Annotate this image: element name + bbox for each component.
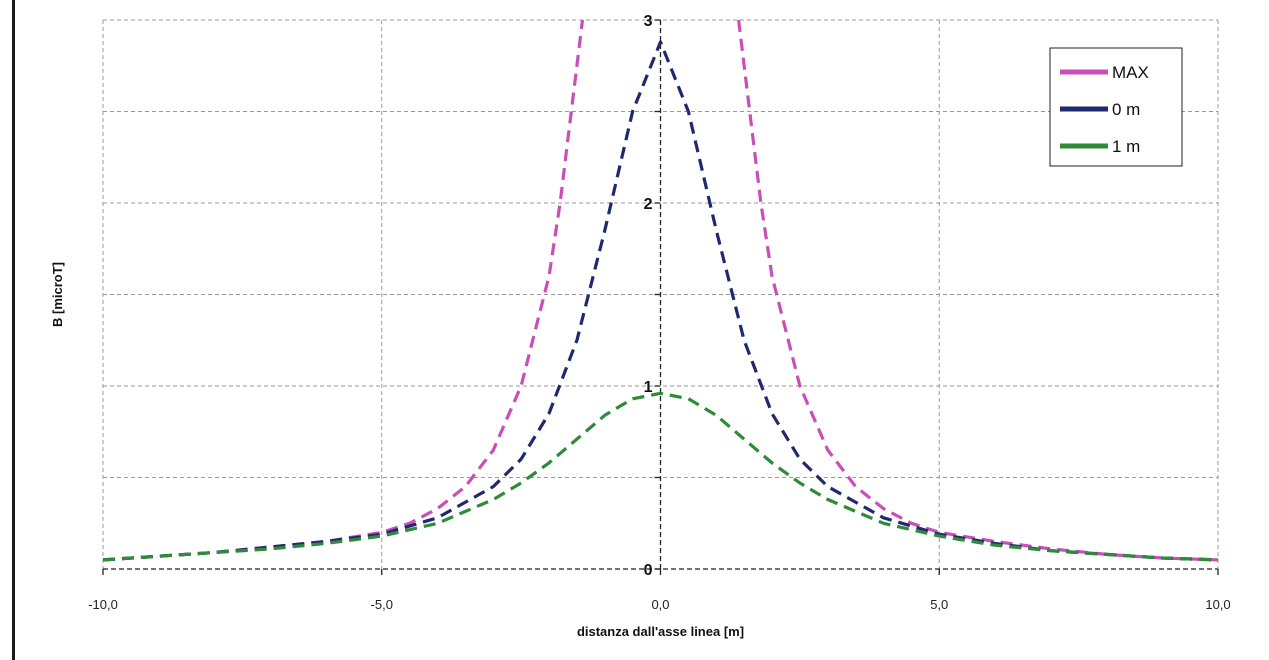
legend-label: 1 m: [1112, 137, 1140, 156]
y-axis-title: B [microT]: [50, 262, 65, 327]
series-lines: [103, 20, 1218, 562]
series-line-2: [103, 391, 1218, 562]
left-border-rule: [12, 0, 15, 660]
grid-lines: [102, 19, 1219, 569]
y-tick-label: 1: [644, 379, 653, 396]
x-tick-label: -5,0: [371, 597, 393, 612]
legend-label: 0 m: [1112, 100, 1140, 119]
y-tick-label: 2: [644, 196, 653, 213]
x-tick-label: 5,0: [930, 597, 948, 612]
y-tick-label: 3: [644, 13, 653, 30]
tick-labels: -10,0 -5,0 0,0 5,0 10,0 0 1 2 3: [88, 13, 1230, 612]
y-tick-label: 0: [644, 562, 653, 579]
x-axis-title: distanza dall'asse linea [m]: [577, 624, 744, 639]
x-tick-label: 0,0: [651, 597, 669, 612]
x-tick-label: 10,0: [1205, 597, 1230, 612]
legend: MAX 0 m 1 m: [1049, 47, 1183, 167]
axes: [102, 19, 1219, 575]
series-line-1: [103, 40, 1218, 562]
x-tick-label: -10,0: [88, 597, 118, 612]
legend-label: MAX: [1112, 63, 1149, 82]
